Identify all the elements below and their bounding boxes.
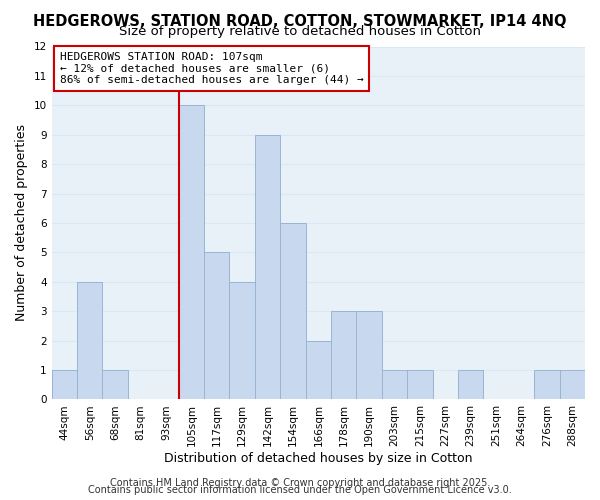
Bar <box>534 370 560 400</box>
Bar <box>407 370 433 400</box>
Bar <box>204 252 229 400</box>
Y-axis label: Number of detached properties: Number of detached properties <box>15 124 28 322</box>
Bar <box>280 223 305 400</box>
Bar <box>103 370 128 400</box>
Bar <box>356 311 382 400</box>
X-axis label: Distribution of detached houses by size in Cotton: Distribution of detached houses by size … <box>164 452 473 465</box>
Bar <box>305 340 331 400</box>
Text: Size of property relative to detached houses in Cotton: Size of property relative to detached ho… <box>119 25 481 38</box>
Text: HEDGEROWS, STATION ROAD, COTTON, STOWMARKET, IP14 4NQ: HEDGEROWS, STATION ROAD, COTTON, STOWMAR… <box>33 14 567 29</box>
Bar <box>52 370 77 400</box>
Bar <box>179 106 204 400</box>
Text: Contains HM Land Registry data © Crown copyright and database right 2025.: Contains HM Land Registry data © Crown c… <box>110 478 490 488</box>
Text: HEDGEROWS STATION ROAD: 107sqm
← 12% of detached houses are smaller (6)
86% of s: HEDGEROWS STATION ROAD: 107sqm ← 12% of … <box>59 52 364 85</box>
Bar <box>458 370 484 400</box>
Bar <box>77 282 103 400</box>
Bar <box>255 134 280 400</box>
Bar <box>560 370 585 400</box>
Text: Contains public sector information licensed under the Open Government Licence v3: Contains public sector information licen… <box>88 485 512 495</box>
Bar <box>382 370 407 400</box>
Bar <box>229 282 255 400</box>
Bar <box>331 311 356 400</box>
